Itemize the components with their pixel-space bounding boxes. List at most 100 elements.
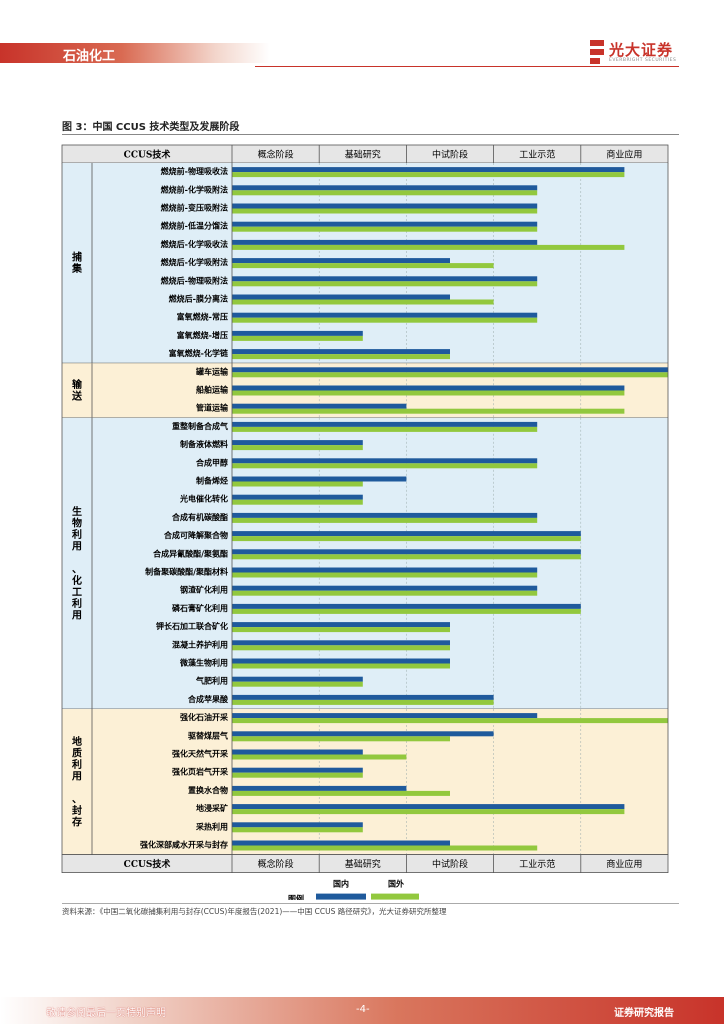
tech-label: 燃烧前-化学吸附法 <box>161 184 228 194</box>
logo-name: 光大证券 <box>609 41 674 59</box>
bar-foreign <box>232 736 450 742</box>
bar-foreign <box>232 190 538 196</box>
chart-footer-header-stage-label: 商业应用 <box>606 858 642 870</box>
legend-series-label: 国内 <box>333 879 349 889</box>
bar-foreign <box>232 590 538 596</box>
tech-label: 制备聚碳酸酯/聚酯材料 <box>145 567 228 577</box>
tech-label: 富氧燃烧-化学链 <box>169 348 229 358</box>
tech-label: 采热利用 <box>195 821 228 831</box>
tech-label: 强化石油开采 <box>180 712 229 722</box>
tech-label: 燃烧后-膜分离法 <box>169 294 228 304</box>
bar-domestic <box>232 731 494 737</box>
legend-swatch-foreign <box>371 893 419 900</box>
bar-foreign <box>232 681 363 687</box>
tech-label: 管道运输 <box>196 403 229 413</box>
bar-domestic <box>232 804 625 810</box>
bar-domestic <box>232 840 450 846</box>
bar-domestic <box>232 767 363 773</box>
bar-foreign <box>232 718 668 724</box>
bar-domestic <box>232 603 581 609</box>
figure-title-rule <box>62 134 679 135</box>
tech-label: 地浸采矿 <box>196 803 228 813</box>
chart-footer-header-stage-label: 中试阶段 <box>432 858 468 870</box>
source-rule <box>62 903 679 904</box>
tech-label: 燃烧前-低温分馏法 <box>161 221 228 231</box>
bar-foreign <box>232 445 363 451</box>
chart-header-stage-label: 商业应用 <box>606 149 642 161</box>
bar-domestic <box>232 622 450 628</box>
bar-domestic <box>232 349 450 355</box>
chart-footer-header-category-label: CCUS技术 <box>124 858 171 870</box>
section-label: 石油化工 <box>63 49 116 64</box>
bar-foreign <box>232 645 450 651</box>
bar-domestic <box>232 749 363 755</box>
bar-domestic <box>232 221 538 227</box>
bar-domestic <box>232 312 538 318</box>
bar-foreign <box>232 754 407 760</box>
footer-bar <box>0 997 724 1024</box>
bar-foreign <box>232 554 581 560</box>
bar-foreign <box>232 408 625 414</box>
bar-foreign <box>232 372 668 378</box>
tech-label: 合成异氰酸酯/聚氨酯 <box>152 548 228 558</box>
chart-header-stage-label: 基础研究 <box>345 149 381 161</box>
bar-foreign <box>232 281 538 287</box>
figure-title: 图 3：中国 CCUS 技术类型及发展阶段 <box>62 122 240 133</box>
tech-label: 微藻生物利用 <box>179 658 228 668</box>
tech-label: 磷石膏矿化利用 <box>172 603 228 613</box>
bar-foreign <box>232 627 450 633</box>
header-rule <box>255 66 679 67</box>
logo-subtitle: EVERBRIGHT SECURITIES <box>609 58 677 63</box>
tech-label: 置换水合物 <box>188 785 228 795</box>
bar-foreign <box>232 244 625 250</box>
bar-foreign <box>232 699 494 705</box>
bar-foreign <box>232 463 538 469</box>
bar-foreign <box>232 390 625 396</box>
bar-domestic <box>232 494 363 500</box>
bar-domestic <box>232 713 538 719</box>
bar-domestic <box>232 239 538 245</box>
logo-mark-icon <box>590 40 604 64</box>
bar-foreign <box>232 608 581 614</box>
bar-foreign <box>232 536 581 542</box>
ccus-stage-chart: CCUS技术 概念阶段 基础研究 中试阶段 工业示范 商业应用捕集燃烧前-物理吸收法燃烧前… <box>61 144 669 900</box>
bar-domestic <box>232 512 538 518</box>
bar-foreign <box>232 809 625 815</box>
tech-label: 富氧燃烧-常压 <box>177 312 228 322</box>
legend-series-label: 国外 <box>388 879 404 889</box>
tech-label: 光电催化转化 <box>179 494 228 504</box>
group-label: 地质利用 、封存 <box>71 735 82 829</box>
tech-label: 罐车运输 <box>195 366 229 376</box>
bar-foreign <box>232 335 363 341</box>
bar-domestic <box>232 458 538 464</box>
bar-foreign <box>232 354 450 360</box>
group-label: 捕集 <box>71 251 83 276</box>
tech-label: 燃烧前-物理吸收法 <box>161 166 228 176</box>
chart-footer-header-stage-label: 工业示范 <box>519 858 555 870</box>
bar-domestic <box>232 822 363 828</box>
section-banner: 石油化工 <box>0 43 270 64</box>
bar-domestic <box>232 294 450 300</box>
bar-foreign <box>232 772 363 778</box>
bar-domestic <box>232 476 407 482</box>
chart-footer-header-stage-label: 概念阶段 <box>258 858 294 870</box>
tech-label: 燃烧后-化学吸收法 <box>161 239 228 249</box>
tech-label: 合成可降解聚合物 <box>163 530 228 540</box>
tech-label: 强化天然气开采 <box>172 749 229 759</box>
bar-domestic <box>232 185 538 191</box>
bar-domestic <box>232 694 494 700</box>
chart-header-stage-label: 中试阶段 <box>432 149 468 161</box>
bar-domestic <box>232 531 581 537</box>
bar-domestic <box>232 440 363 446</box>
bar-domestic <box>232 330 363 336</box>
group-label: 输送 <box>71 378 83 403</box>
tech-label: 船舶运输 <box>196 385 229 395</box>
bar-domestic <box>232 167 625 173</box>
tech-label: 重整制备合成气 <box>172 421 228 431</box>
footer-report-type: 证券研究报告 <box>614 1008 674 1019</box>
bar-foreign <box>232 317 538 323</box>
bar-foreign <box>232 226 538 232</box>
tech-label: 强化深部咸水开采与封存 <box>140 840 228 850</box>
bar-domestic <box>232 276 538 282</box>
tech-label: 富氧燃烧-增压 <box>177 330 228 340</box>
